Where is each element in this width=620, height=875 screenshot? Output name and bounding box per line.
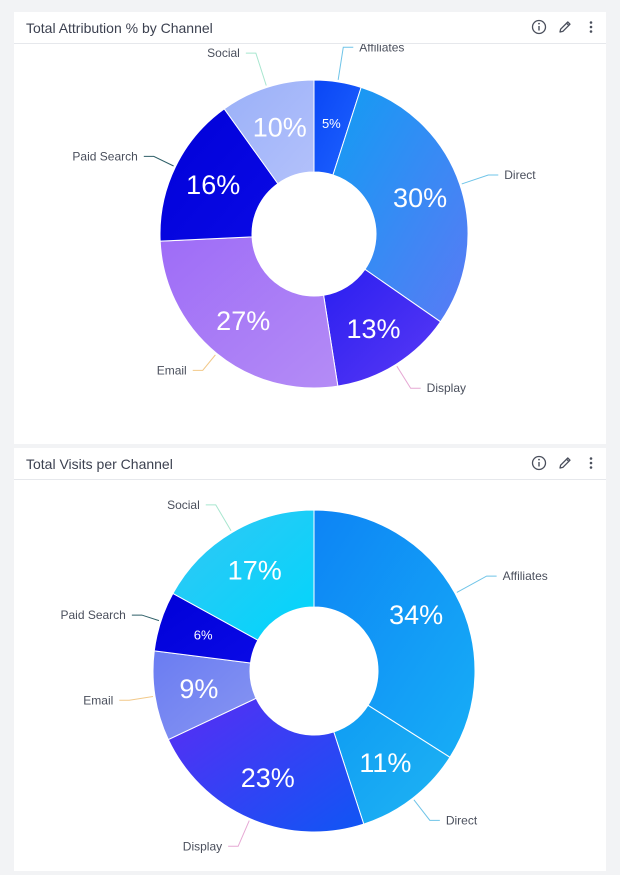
attribution-panel: Total Attribution % by Channel 5% Affilia… <box>14 12 606 444</box>
leader-line-paid-search <box>143 155 174 167</box>
info-icon[interactable] <box>530 18 548 36</box>
category-label-paid-search: Paid Search <box>60 608 125 622</box>
slice-label-paid-search: 6% <box>194 627 213 642</box>
category-label-email: Email <box>83 693 113 707</box>
slice-social[interactable] <box>172 509 315 641</box>
attribution-donut-chart: 5% Affiliates 30% Direct 13% Display 27% Email 1… <box>72 44 536 395</box>
leader-line-social <box>205 504 232 531</box>
panel-title: Total Attribution % by Channel <box>26 20 213 36</box>
visits-donut-chart: 34% Affiliates 11% Direct 23% Display 9% Email 6… <box>60 498 548 853</box>
slice-affiliates[interactable] <box>313 509 476 758</box>
panel-title: Total Visits per Channel <box>26 456 173 472</box>
category-label-display: Display <box>183 839 222 853</box>
category-label-paid-search: Paid Search <box>72 149 137 163</box>
category-label-affiliates: Affiliates <box>359 44 404 54</box>
category-label-social: Social <box>207 46 240 60</box>
slice-label-paid-search: 16% <box>186 170 240 200</box>
leader-line-display <box>396 365 421 389</box>
slice-display[interactable] <box>323 268 442 387</box>
leader-line-affiliates <box>456 575 497 593</box>
slice-label-affiliates: 5% <box>322 116 341 131</box>
category-label-direct: Direct <box>504 168 536 182</box>
leader-line-display <box>228 820 250 847</box>
slice-direct[interactable] <box>332 86 469 323</box>
leader-line-direct <box>461 174 499 185</box>
leader-line-affiliates <box>337 46 354 80</box>
slice-label-display: 13% <box>346 314 400 344</box>
panel-toolbar <box>530 18 600 38</box>
category-label-affiliates: Affiliates <box>503 569 548 583</box>
pencil-icon[interactable] <box>556 454 574 472</box>
leader-line-email <box>119 696 154 701</box>
slice-display[interactable] <box>167 697 365 833</box>
slice-label-direct: 11% <box>359 748 411 778</box>
more-vertical-icon[interactable] <box>582 454 600 472</box>
category-label-social: Social <box>167 498 200 512</box>
slice-label-display: 23% <box>241 763 295 793</box>
slice-label-social: 17% <box>228 556 282 586</box>
slice-paid-search[interactable] <box>159 108 279 242</box>
panel-toolbar <box>530 454 600 474</box>
pencil-icon[interactable] <box>556 18 574 36</box>
visits-panel: Total Visits per Channel 34% Affiliates 11… <box>14 448 606 871</box>
slice-email[interactable] <box>159 236 339 389</box>
slice-label-affiliates: 34% <box>389 600 443 630</box>
leader-line-email <box>192 354 216 371</box>
leader-line-social <box>245 52 267 86</box>
category-label-direct: Direct <box>446 813 478 827</box>
leader-line-paid-search <box>131 614 160 622</box>
leader-line-direct <box>413 799 440 821</box>
panel-header: Total Visits per Channel <box>14 448 606 480</box>
panel-header: Total Attribution % by Channel <box>14 12 606 44</box>
slice-label-email: 9% <box>179 674 218 704</box>
slice-label-email: 27% <box>216 306 270 336</box>
category-label-display: Display <box>427 381 466 395</box>
category-label-email: Email <box>157 363 187 377</box>
slice-social[interactable] <box>223 79 315 185</box>
info-icon[interactable] <box>530 454 548 472</box>
slice-label-direct: 30% <box>393 183 447 213</box>
slice-label-social: 10% <box>253 112 307 142</box>
more-vertical-icon[interactable] <box>582 18 600 36</box>
